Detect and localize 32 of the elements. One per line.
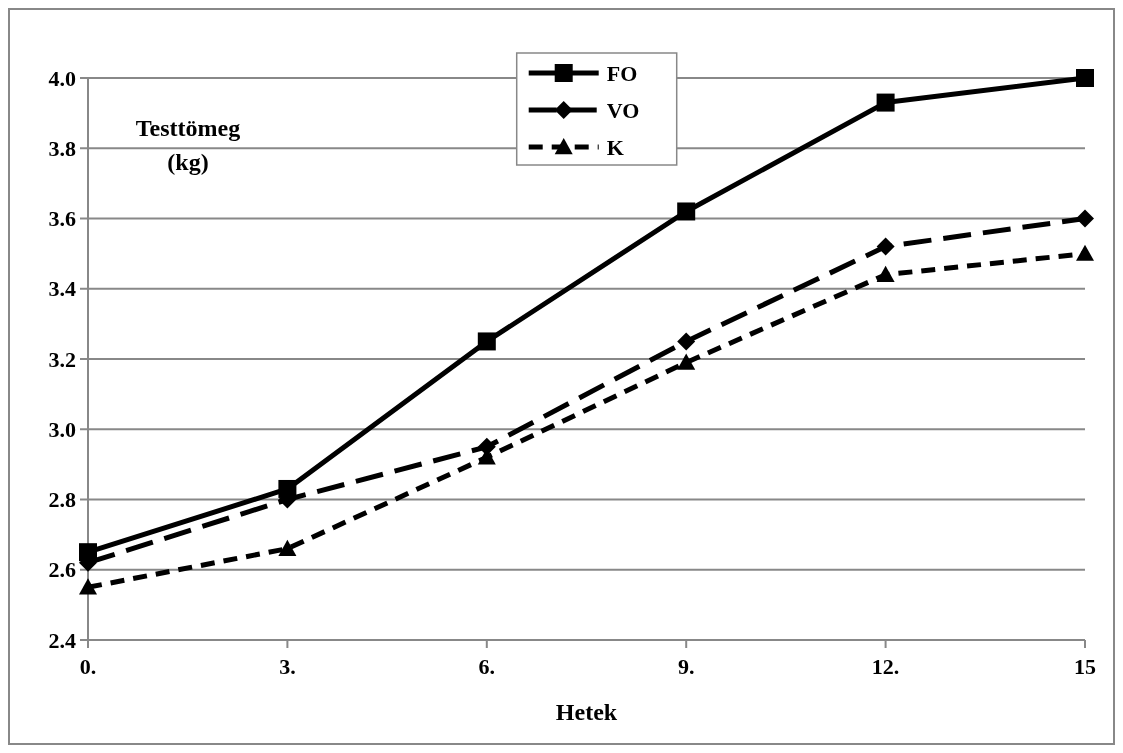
legend-label: K: [606, 134, 624, 160]
legend-label: VO: [606, 97, 640, 123]
legend-label: FO: [606, 60, 638, 86]
point: [1076, 244, 1094, 261]
x-tick-label: 15: [1074, 654, 1096, 679]
point: [876, 265, 895, 282]
y-tick-label: 4.0: [48, 65, 76, 91]
point: [876, 93, 895, 112]
point: [477, 332, 496, 351]
x-tick-label: 0.: [79, 654, 97, 679]
y-tick-label: 2.8: [48, 487, 76, 513]
y-tick-label: 3.6: [48, 206, 76, 232]
point: [278, 539, 297, 556]
y-tick-label: 2.4: [48, 627, 76, 653]
y-axis-title: Testtömeg (kg): [135, 115, 241, 175]
y-tick-label: 2.6: [48, 557, 76, 583]
point: [1076, 69, 1094, 87]
point: [677, 353, 696, 370]
point: [1076, 209, 1094, 228]
y-tick-label: 3.8: [48, 135, 76, 161]
y-tick-label: 3.4: [48, 276, 76, 302]
x-tick-label: 6.: [478, 654, 496, 679]
x-axis-title: Hetek: [555, 699, 618, 725]
y-tick-label: 3.0: [48, 416, 76, 442]
point: [79, 578, 97, 595]
point: [677, 332, 696, 351]
point: [876, 237, 895, 256]
y-tick-label: 3.2: [48, 346, 76, 372]
x-tick-label: 9.: [677, 654, 695, 679]
x-tick-label: 3.: [279, 654, 296, 679]
x-tick-label: 12.: [871, 654, 900, 679]
point: [677, 202, 696, 221]
